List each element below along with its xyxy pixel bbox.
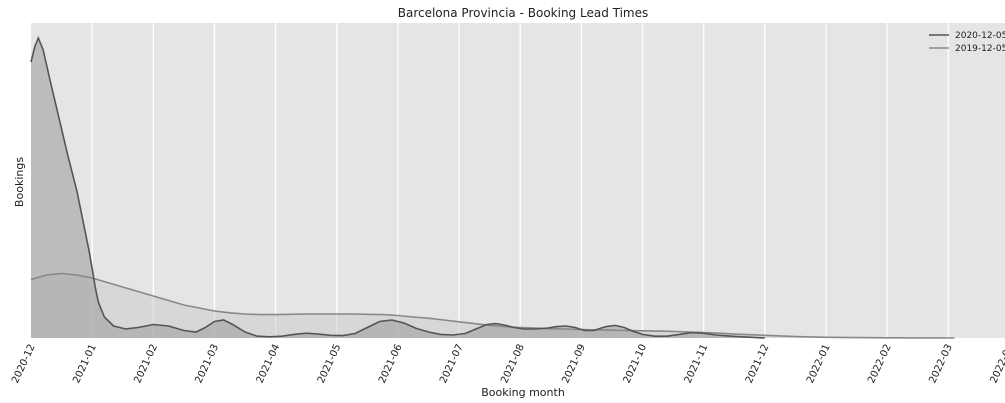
x-tick-2021-09: 2021-09 [560,343,588,386]
series-areas [31,38,955,338]
plot-background [31,23,1005,338]
grid-lines [91,23,949,338]
x-tick-2021-03: 2021-03 [194,343,222,386]
area-2019-12-05 [31,273,955,338]
x-tick-2021-10: 2021-10 [622,343,650,386]
x-tick-labels: 2020-12 2021-01 2021-02 2021-03 2021-04 2021-… [10,343,1005,386]
x-tick-2021-06: 2021-06 [377,343,405,386]
line-2020-12-05 [30,35,765,339]
x-tick-2021-11: 2021-11 [683,343,711,386]
chart-title: Barcelona Provincia - Booking Lead Times [398,6,649,20]
x-tick-2022-04: 2022-04 [988,343,1005,386]
x-tick-2021-05: 2021-05 [316,343,344,386]
x-tick-2021-04: 2021-04 [255,343,283,386]
x-tick-2021-08: 2021-08 [499,343,527,386]
series-lines [30,35,955,339]
x-tick-2020-12: 2020-12 [10,343,38,386]
legend: 2020-12-05 2019-12-05 [929,31,1005,54]
x-tick-2021-12: 2021-12 [744,343,772,386]
x-tick-2021-07: 2021-07 [438,343,466,386]
legend-label-2019-12-05: 2019-12-05 [955,44,1005,54]
x-tick-2021-02: 2021-02 [132,343,160,386]
x-axis-label: Booking month [481,386,565,398]
x-tick-2021-01: 2021-01 [71,343,99,386]
x-tick-2022-01: 2022-01 [805,343,833,386]
y-axis-label: Bookings [13,157,26,207]
x-tick-2022-03: 2022-03 [927,343,955,386]
line-2019-12-05 [30,272,955,339]
legend-label-2020-12-05: 2020-12-05 [955,31,1005,41]
x-tick-2022-02: 2022-02 [866,343,894,386]
